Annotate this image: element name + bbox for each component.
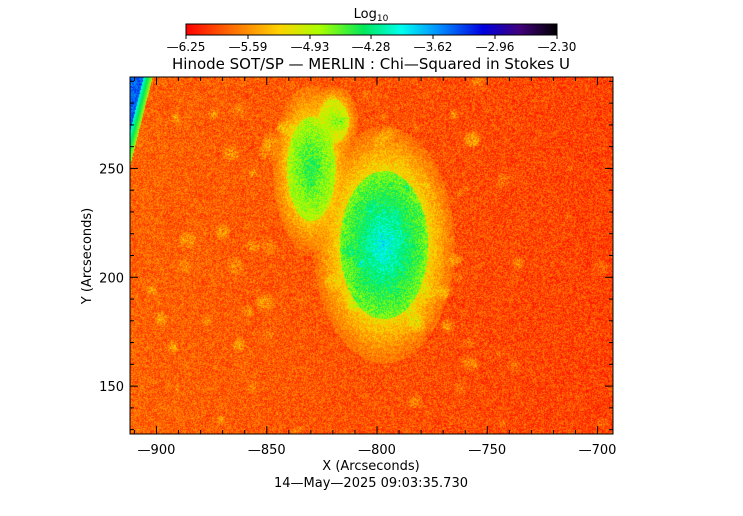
timestamp: 14—May—2025 09:03:35.730 bbox=[274, 476, 468, 491]
colorbar-tick-label: —5.59 bbox=[229, 40, 268, 54]
colorbar-tick-label: —2.96 bbox=[476, 40, 515, 54]
colorbar-tick-label: —2.30 bbox=[538, 40, 577, 54]
heatmap-image bbox=[130, 77, 613, 434]
heatmap-raster bbox=[130, 77, 613, 434]
chart-title: Hinode SOT/SP — MERLIN : Chi—Squared in … bbox=[172, 55, 570, 73]
x-axis: —900 —850 —800 —750 —700 bbox=[133, 77, 617, 458]
colorbar bbox=[185, 23, 558, 36]
y-tick-label: 200 bbox=[99, 271, 124, 286]
x-tick-label: —800 bbox=[358, 443, 396, 458]
colorbar-tick-label: —4.28 bbox=[352, 40, 391, 54]
x-tick-label: —700 bbox=[579, 443, 617, 458]
colorbar-ticks: —6.25 —5.59 —4.93 —4.28 —3.62 —2.96 —2.30 bbox=[167, 35, 577, 54]
x-tick-label: —900 bbox=[138, 443, 176, 458]
x-tick-label: —850 bbox=[248, 443, 286, 458]
y-axis-label: Y (Arcseconds) bbox=[80, 208, 95, 305]
y-tick-label: 150 bbox=[99, 380, 124, 395]
colorbar-label: Log10 bbox=[354, 7, 389, 24]
x-axis-label: X (Arcseconds) bbox=[322, 459, 419, 474]
colorbar-tick-label: —3.62 bbox=[414, 40, 453, 54]
y-axis: 150 200 250 bbox=[99, 80, 613, 431]
colorbar-tick-label: —6.25 bbox=[167, 40, 206, 54]
colorbar-tick-label: —4.93 bbox=[291, 40, 330, 54]
x-tick-label: —750 bbox=[468, 443, 506, 458]
y-tick-label: 250 bbox=[99, 162, 124, 177]
